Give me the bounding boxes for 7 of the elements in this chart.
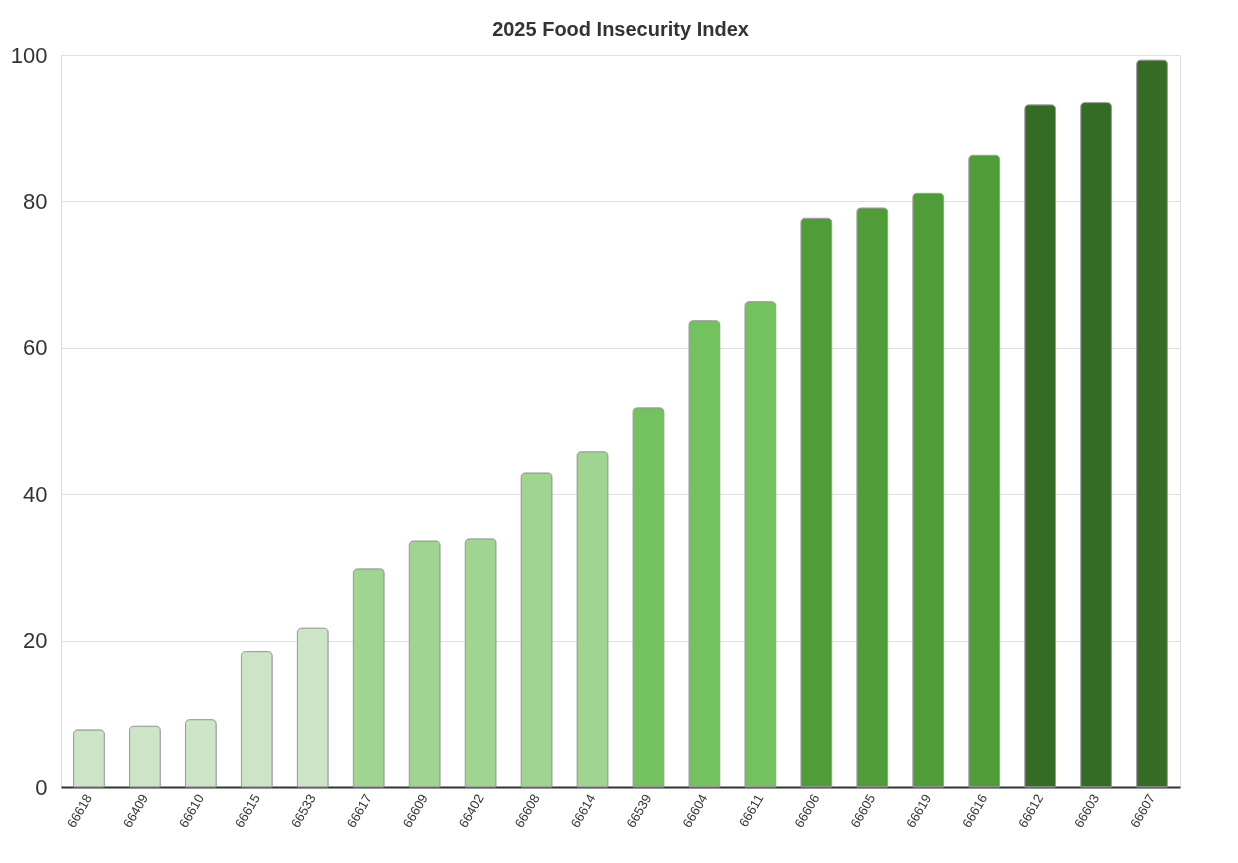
y-tick-label: 0: [35, 774, 48, 800]
y-tick-label: 80: [23, 188, 48, 214]
y-tick-label: 40: [23, 481, 48, 507]
y-tick-label: 60: [23, 335, 48, 361]
y-tick-label: 100: [10, 42, 48, 68]
y-tick-label: 20: [23, 628, 48, 654]
chart-title: 2025 Food Insecurity Index: [492, 18, 749, 40]
